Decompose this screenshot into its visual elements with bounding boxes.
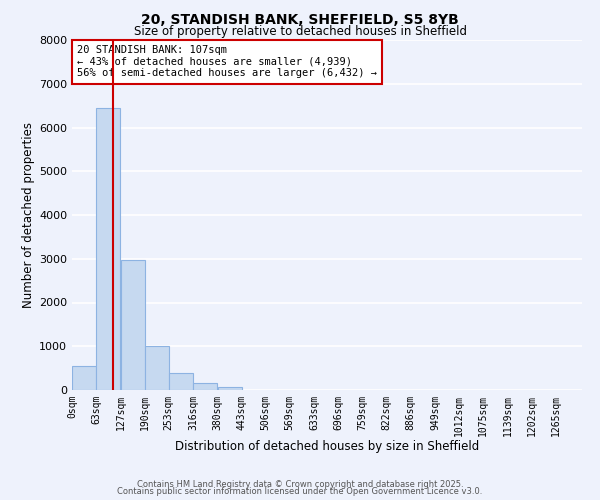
Bar (145, 346, 169, 390)
Text: Size of property relative to detached houses in Sheffield: Size of property relative to detached ho… (133, 25, 467, 38)
Bar (96, 108, 120, 390)
X-axis label: Distribution of detached houses by size in Sheffield: Distribution of detached houses by size … (175, 440, 479, 453)
Text: 20 STANDISH BANK: 107sqm
← 43% of detached houses are smaller (4,939)
56% of sem: 20 STANDISH BANK: 107sqm ← 43% of detach… (77, 46, 377, 78)
Y-axis label: Number of detached properties: Number of detached properties (22, 122, 35, 308)
Bar (218, 386, 242, 390)
Bar (169, 374, 193, 390)
Bar (72, 366, 96, 390)
Bar (121, 260, 145, 390)
Text: 20, STANDISH BANK, SHEFFIELD, S5 8YB: 20, STANDISH BANK, SHEFFIELD, S5 8YB (141, 12, 459, 26)
Bar (193, 382, 217, 390)
Text: Contains public sector information licensed under the Open Government Licence v3: Contains public sector information licen… (118, 487, 482, 496)
Text: Contains HM Land Registry data © Crown copyright and database right 2025.: Contains HM Land Registry data © Crown c… (137, 480, 463, 489)
